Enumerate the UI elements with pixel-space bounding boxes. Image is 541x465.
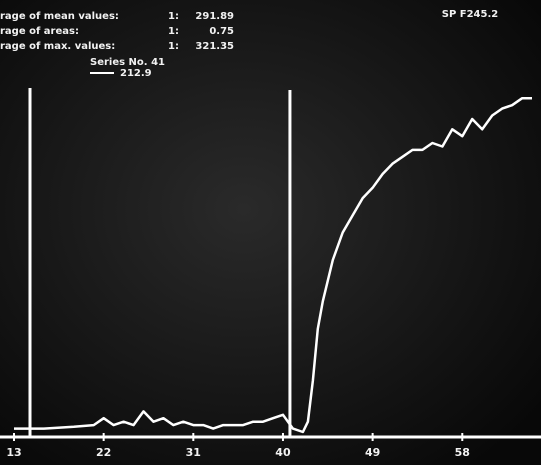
corner-label: SP F245.2 bbox=[442, 9, 499, 20]
header-value: 321.35 bbox=[195, 41, 234, 52]
header-label: rage of mean values: bbox=[0, 11, 119, 22]
legend-label: 212.9 bbox=[120, 68, 152, 79]
x-tick-label: 40 bbox=[275, 446, 291, 459]
series-line bbox=[14, 97, 532, 434]
header-value: 291.89 bbox=[195, 11, 234, 22]
x-tick-label: 58 bbox=[455, 446, 470, 459]
header-label: rage of max. values: bbox=[0, 41, 115, 52]
legend-title: Series No. 41 bbox=[90, 57, 165, 68]
x-tick-label: 49 bbox=[365, 446, 380, 459]
x-tick-label: 13 bbox=[6, 446, 21, 459]
header-index: 1: bbox=[168, 26, 179, 37]
x-tick-label: 31 bbox=[186, 446, 201, 459]
header-index: 1: bbox=[168, 11, 179, 22]
x-tick-label: 22 bbox=[96, 446, 111, 459]
header-value: 0.75 bbox=[209, 26, 234, 37]
header-label: rage of areas: bbox=[0, 26, 79, 37]
header-index: 1: bbox=[168, 41, 179, 52]
